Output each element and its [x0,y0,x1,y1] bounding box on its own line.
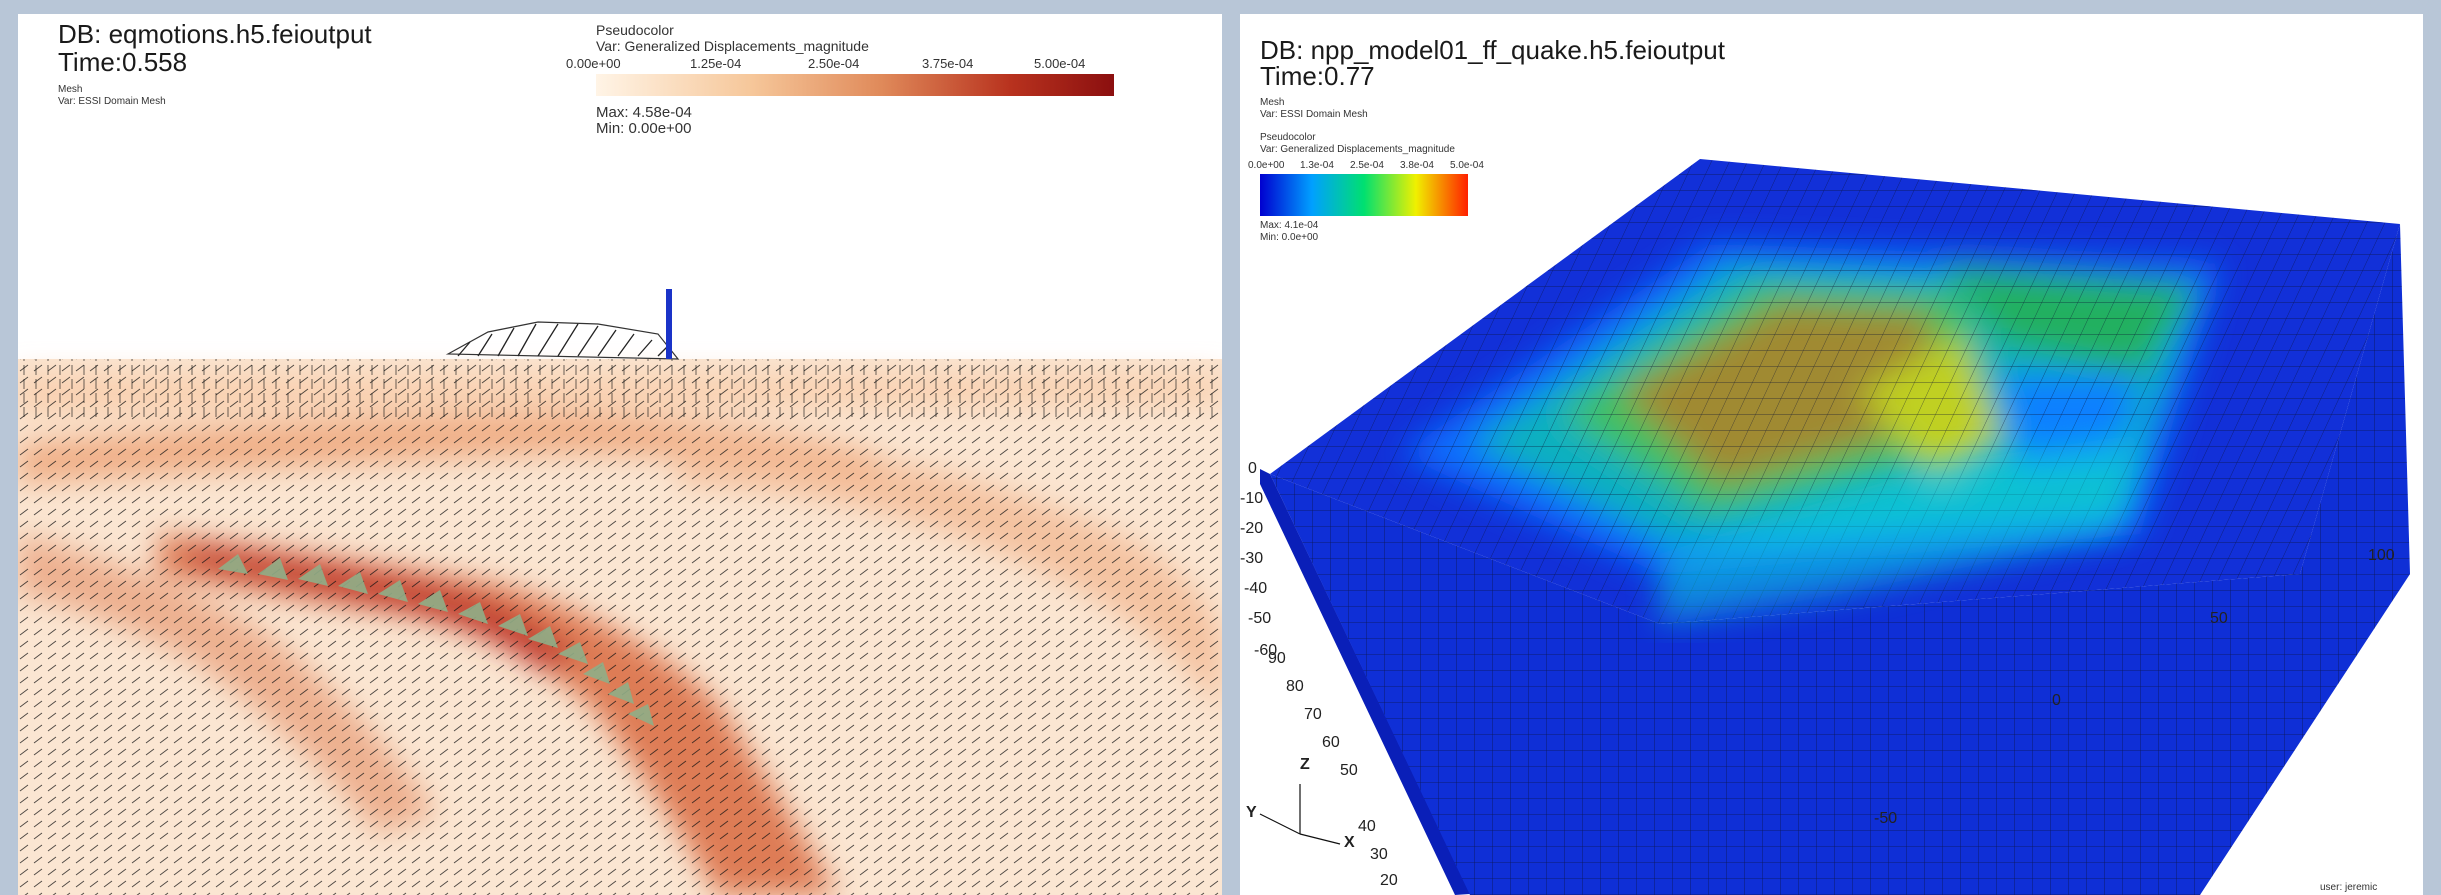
x-axis-label: 50 [1340,762,1358,779]
vector-field-arrows-upper [18,359,1222,419]
x-axis-label: 70 [1304,706,1322,723]
right-legend-tick: 1.3e-04 [1300,160,1334,171]
right-legend-min: Min: 0.0e+00 [1260,232,1319,243]
z-axis-label: -20 [1240,520,1264,537]
x-axis-label: 20 [1380,872,1398,889]
left-legend-tick: 3.75e-04 [922,56,974,71]
left-legend-tick: 5.00e-04 [1034,56,1086,71]
left-visualization-panel: DB: eqmotions.h5.feioutput Time:0.558 Me… [18,14,1222,895]
left-mesh-var: Var: ESSI Domain Mesh [58,96,166,107]
z-axis-label: -10 [1240,490,1264,507]
front-displacement-strip [1660,434,2140,624]
axis-triad [1259,784,1341,845]
surface-marker [666,289,672,359]
right-legend-tick: 3.8e-04 [1400,160,1434,171]
left-legend-var: Var: Generalized Displacements_magnitude [596,38,869,54]
surface-arrows [457,323,669,357]
left-mesh-label: Mesh [58,84,83,95]
depth-axis-label: -50 [1874,810,1898,827]
right-db-title: DB: npp_model01_ff_quake.h5.feioutput [1260,35,1725,65]
vector-field-arrows [18,359,1222,895]
right-3d-model-plot [1259,159,2410,895]
right-legend-tick: 5.0e-04 [1450,160,1484,171]
right-legend-var: Var: Generalized Displacements_magnitude [1260,144,1455,155]
right-legend-tick: 0.0e+00 [1248,160,1285,171]
depth-axis-label: 100 [2368,547,2395,564]
right-visualization-panel: DB: npp_model01_ff_quake.h5.feioutput Ti… [1240,14,2423,895]
corner-user-text: user: jeremic [2320,882,2378,893]
left-legend-tick: 2.50e-04 [808,56,860,71]
left-legend-colorbar [596,74,1114,96]
green-arrow-band [218,554,654,726]
z-axis-label: 0 [1248,460,1257,477]
left-time: Time:0.558 [58,47,188,77]
left-legend-tick: 0.00e+00 [566,56,621,71]
triad-x-label: X [1344,834,1355,851]
right-legend-max: Max: 4.1e-04 [1260,220,1319,231]
depth-axis-label: 0 [2052,692,2061,709]
model-end-face [1260,469,1470,895]
x-axis-label: 90 [1268,650,1286,667]
right-legend-colorbar [1260,174,1468,216]
triad-y-label: Y [1246,804,1257,821]
x-axis-label: 40 [1358,818,1376,835]
depth-axis-label: 50 [2210,610,2228,627]
right-mesh-var: Var: ESSI Domain Mesh [1260,109,1368,120]
right-legend-title: Pseudocolor [1260,132,1316,143]
x-axis-label: 30 [1370,846,1388,863]
surface-arrow-cluster [445,321,680,360]
left-legend-tick: 1.25e-04 [690,56,742,71]
left-displacement-plot [18,289,1222,895]
x-axis-label: 80 [1286,678,1304,695]
x-axis-label: 60 [1322,734,1340,751]
z-axis-label: -30 [1240,550,1264,567]
left-legend-max: Max: 4.58e-04 [596,104,692,121]
left-db-title: DB: eqmotions.h5.feioutput [58,19,372,49]
right-mesh-label: Mesh [1260,97,1285,108]
triad-z-label: Z [1300,756,1310,773]
right-legend-tick: 2.5e-04 [1350,160,1384,171]
left-legend-title: Pseudocolor [596,22,674,38]
left-legend-min: Min: 0.00e+00 [596,120,692,137]
z-axis-label: -50 [1248,610,1272,627]
right-time: Time:0.77 [1260,61,1375,91]
model-front-face-grid [1270,224,2410,895]
z-axis-label: -60 [1254,642,1278,659]
z-axis-label: -40 [1244,580,1268,597]
